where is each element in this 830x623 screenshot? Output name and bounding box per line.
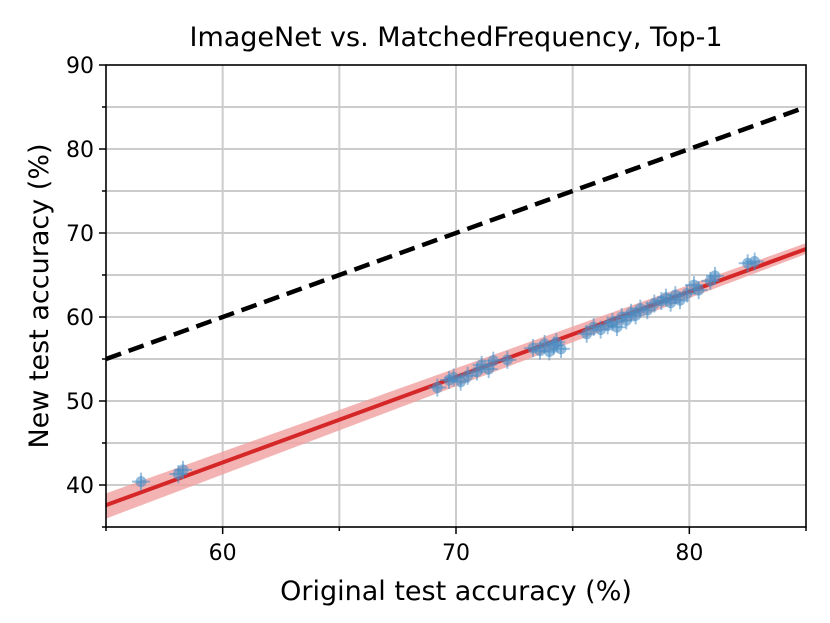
y-tick-label: 40 bbox=[66, 474, 94, 499]
y-tick-label: 70 bbox=[66, 222, 94, 247]
data-point bbox=[428, 378, 447, 397]
point-marker bbox=[483, 363, 495, 375]
data-point bbox=[552, 339, 570, 358]
y-tick-label: 90 bbox=[66, 54, 94, 79]
x-tick-label: 70 bbox=[442, 541, 470, 566]
reference-line-layer bbox=[105, 104, 807, 362]
data-point bbox=[174, 460, 192, 479]
point-marker bbox=[749, 256, 761, 268]
data-point bbox=[706, 266, 724, 285]
ticks-layer: 60 70 80 40 50 60 70 80 90 bbox=[66, 54, 807, 566]
data-point bbox=[745, 252, 764, 271]
point-marker bbox=[431, 382, 443, 394]
x-tick-label: 60 bbox=[209, 541, 237, 566]
point-marker bbox=[135, 476, 147, 488]
y-tick-label: 60 bbox=[66, 306, 94, 331]
point-marker bbox=[693, 284, 705, 296]
data-point bbox=[608, 318, 626, 337]
point-marker bbox=[641, 304, 653, 316]
data-point bbox=[132, 472, 150, 491]
point-marker bbox=[487, 355, 499, 367]
point-marker bbox=[674, 294, 686, 306]
chart-title: ImageNet vs. MatchedFrequency, Top-1 bbox=[189, 22, 722, 53]
points-layer bbox=[132, 252, 764, 491]
point-marker bbox=[462, 370, 474, 382]
point-marker bbox=[501, 354, 513, 366]
data-point bbox=[458, 366, 477, 385]
x-tick-label: 80 bbox=[675, 541, 703, 566]
y-tick-label: 50 bbox=[66, 390, 94, 415]
data-point bbox=[498, 350, 517, 369]
point-marker bbox=[555, 343, 567, 355]
reference-line bbox=[105, 104, 807, 362]
x-axis-label: Original test accuracy (%) bbox=[280, 576, 632, 607]
y-tick-label: 80 bbox=[66, 138, 94, 163]
point-marker bbox=[611, 321, 623, 333]
point-marker bbox=[581, 328, 593, 340]
point-marker bbox=[177, 464, 189, 476]
point-marker bbox=[709, 270, 721, 282]
data-point bbox=[689, 281, 708, 300]
y-axis-label: New test accuracy (%) bbox=[24, 143, 55, 448]
